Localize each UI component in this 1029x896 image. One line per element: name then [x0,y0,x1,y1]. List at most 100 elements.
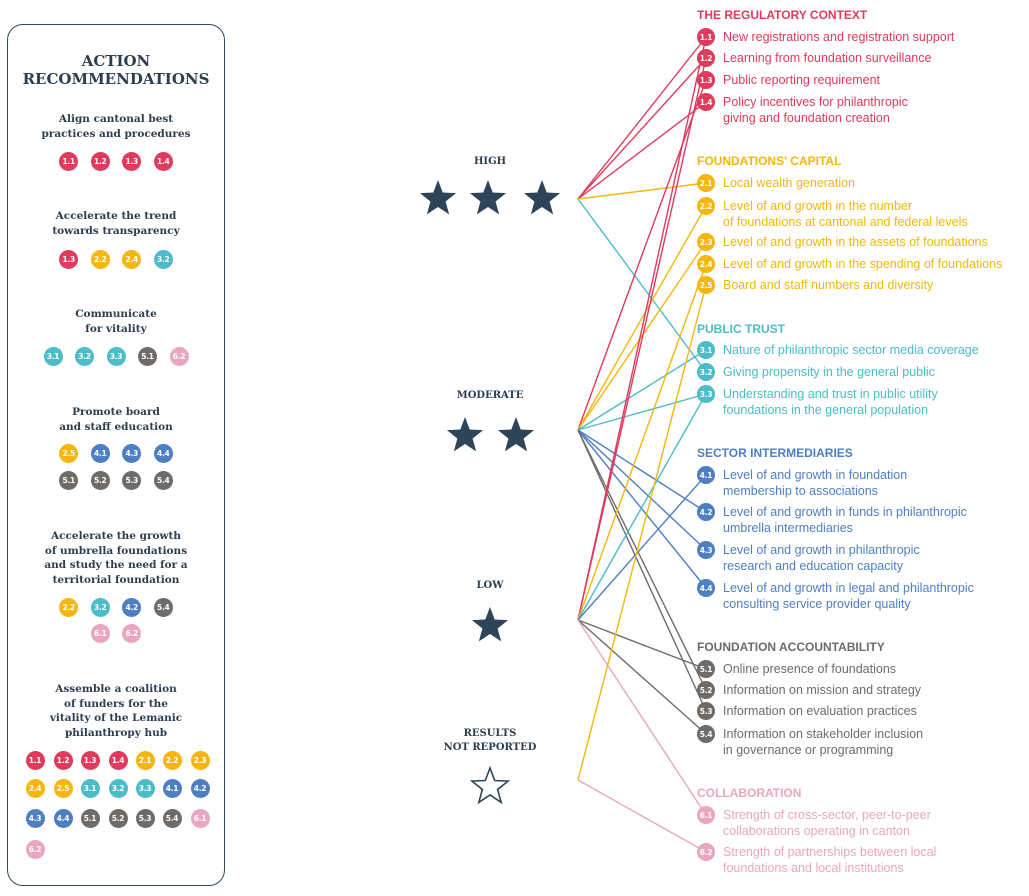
indicator-number-badge: 6.1 [697,806,715,824]
rating-link-line [577,429,707,691]
indicator-code-badge: 5.2 [90,471,110,490]
indicator-code-badge: 4.3 [25,809,45,828]
indicator-code-badge: 6.2 [122,624,142,643]
indicator-code-badge: 4.4 [153,444,173,463]
indicator-code-badge: 5.4 [153,471,173,490]
rating-link-line [577,779,707,853]
rating-link-line [577,284,707,781]
indicator-code-badge: 1.1 [59,152,79,171]
indicator-number-badge: 1.4 [697,93,715,111]
indicator-code-badge: 2.1 [135,751,155,770]
indicator-label: Level of and growth in the assets of fou… [723,235,988,249]
indicator-label: Policy incentives for philanthropic givi… [723,95,908,125]
rating-link-line [577,57,707,200]
indicator-number-badge: 2.5 [697,276,715,294]
rating-link-line [577,349,707,431]
indicator-label: Level of and growth in foundation member… [723,468,908,498]
indicator-code-badge: 3.2 [108,779,128,798]
indicator-label: Learning from foundation surveillance [723,51,932,65]
star-filled-icon [471,607,509,642]
indicator-code-badge: 3.3 [135,779,155,798]
indicator-code-badge: 1.4 [108,751,128,770]
group-heading: Assemble a coalition of funders for the … [49,683,183,739]
category-title: FOUNDATION ACCOUNTABILITY [697,640,885,654]
indicator-code-badge: 5.3 [135,809,155,828]
indicator-number-badge: 1.1 [697,28,715,46]
indicator-label: Strength of cross-sector, peer-to-peer c… [723,808,931,838]
indicator-label: Level of and growth in legal and philant… [723,581,974,611]
indicator-label: Information on mission and strategy [723,683,922,697]
indicator-code-badge: 5.1 [59,471,79,490]
group-heading: Align cantonal best practices and proced… [41,113,191,140]
indicator-number-badge: 5.2 [697,681,715,699]
indicator-code-badge: 5.3 [122,471,142,490]
rating-link-line [577,474,707,621]
indicator-code-badge: 2.3 [190,751,210,770]
indicator-number-badge: 2.1 [697,174,715,192]
rating-link-line [577,429,707,551]
group-heading: Promote board and staff education [59,406,173,433]
indicator-code-badge: 5.4 [162,809,182,828]
indicator-code-badge: 3.1 [80,779,100,798]
indicator-number-badge: 4.1 [697,466,715,484]
rating-level-label: LOW [476,580,504,591]
indicator-code-badge: 3.1 [43,347,63,366]
indicator-code-badge: 3.2 [90,598,110,617]
star-filled-icon [446,417,484,452]
indicator-label: Information on evaluation practices [723,704,917,718]
rating-link-line [577,429,707,589]
indicator-number-badge: 5.1 [697,660,715,678]
rating-link-line [577,101,707,200]
indicator-code-badge: 4.4 [53,809,73,828]
indicator-code-badge: 2.2 [90,250,110,269]
indicator-label: New registrations and registration suppo… [723,30,955,44]
indicator-label: Level of and growth in the spending of f… [723,257,1003,271]
indicator-number-badge: 3.1 [697,341,715,359]
indicator-code-badge: 5.4 [153,598,173,617]
rating-link-line [577,619,707,735]
indicator-number-badge: 2.2 [697,197,715,215]
indicator-label: Online presence of foundations [723,662,897,676]
star-outline-icon [469,765,511,805]
indicator-code-badge: 2.4 [25,779,45,798]
indicator-code-badge: 6.2 [25,840,45,859]
indicator-label: Public reporting requirement [723,73,881,87]
indicator-number-badge: 2.3 [697,233,715,251]
indicator-label: Understanding and trust in public utilit… [723,387,938,417]
action-recommendations-panel [7,24,225,886]
indicator-number-badge: 3.2 [697,363,715,381]
category-title: FOUNDATIONS' CAPITAL [697,154,842,168]
indicator-number-badge: 6.2 [697,843,715,861]
indicator-number-badge: 4.2 [697,503,715,521]
indicator-code-badge: 4.3 [122,444,142,463]
indicator-code-badge: 5.1 [138,347,157,366]
star-filled-icon [419,180,457,215]
rating-link-line [577,263,707,621]
rating-link-line [577,429,707,712]
indicator-code-badge: 6.1 [90,624,110,643]
indicator-code-badge: 2.5 [53,779,73,798]
indicator-code-badge: 1.4 [153,152,173,171]
rating-link-line [577,393,707,431]
rating-level-label: HIGH [473,156,507,167]
rating-link-line [577,182,707,200]
indicator-number-badge: 5.4 [697,725,715,743]
indicator-label: Giving propensity in the general public [723,365,935,379]
rating-link-line [577,619,707,670]
rating-level-label: RESULTS NOT REPORTED [443,728,537,753]
category-title: PUBLIC TRUST [697,322,785,336]
rating-link-line [577,198,707,373]
indicator-code-badge: 1.2 [90,152,110,171]
indicator-code-badge: 3.2 [75,347,94,366]
group-heading: Accelerate the growth of umbrella founda… [44,530,188,586]
indicator-code-badge: 3.3 [106,347,126,366]
indicator-label: Information on stakeholder inclusion in … [723,727,924,757]
rating-link-line [577,36,707,200]
indicator-number-badge: 1.2 [697,49,715,67]
indicator-code-badge: 1.1 [25,751,45,770]
indicator-label: Board and staff numbers and diversity [723,278,934,292]
indicator-label: Nature of philanthropic sector media cov… [723,343,979,357]
indicator-code-badge: 4.1 [162,779,182,798]
group-heading: Communicate for vitality [75,308,157,335]
